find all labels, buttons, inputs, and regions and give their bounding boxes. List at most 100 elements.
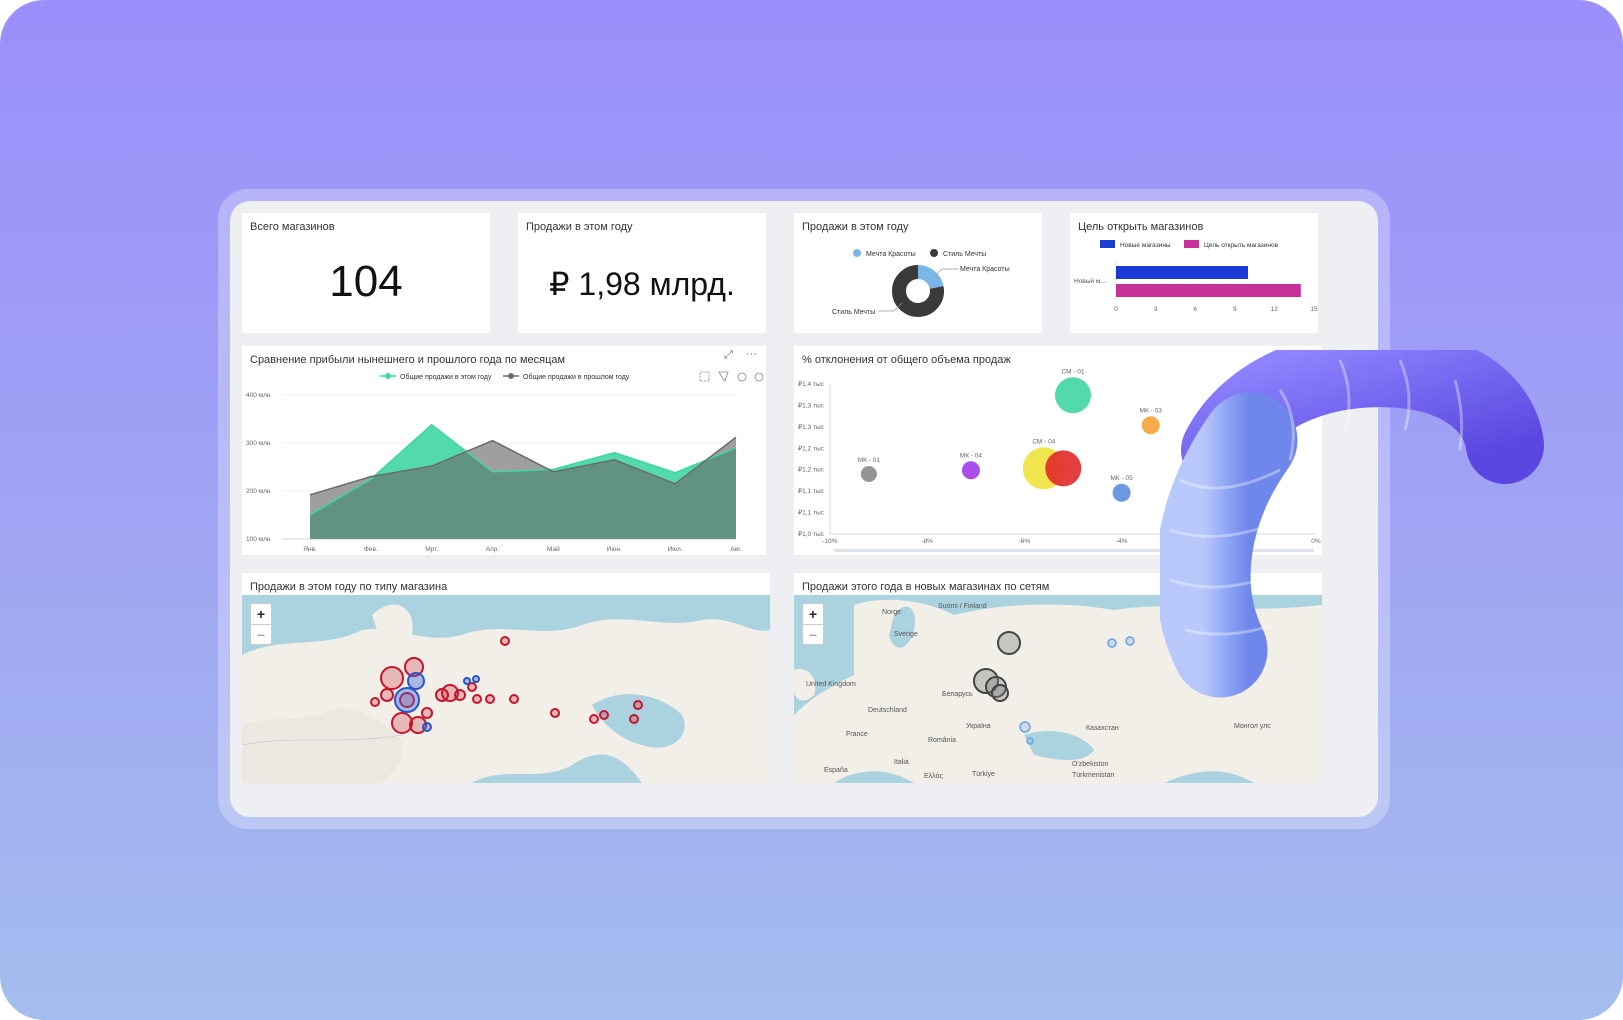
y-tick-label: ₽1,4 тыс — [798, 380, 825, 388]
place-label: France — [846, 731, 868, 738]
legend-label-1[interactable]: Новые магазины — [1120, 242, 1171, 249]
y-tick-label: ₽1,2 тыс — [798, 466, 825, 474]
place-label: Монгол улс — [1234, 723, 1271, 730]
map2-zoom-in-button[interactable]: + — [808, 606, 818, 622]
more-icon[interactable]: ··· — [746, 348, 757, 360]
goal-bar-1[interactable] — [1116, 266, 1248, 279]
place-label: Italia — [894, 759, 909, 766]
bubble-label: МК - 05 — [1110, 475, 1133, 482]
zoom-in-icon[interactable] — [737, 372, 747, 382]
bubble-point[interactable] — [961, 461, 980, 480]
expand-icon[interactable]: ⤢ — [724, 349, 733, 361]
y-tick-label: ₽1,1 тыс — [798, 487, 825, 495]
map2-markers — [973, 631, 1135, 745]
donut-slice-2[interactable] — [892, 265, 944, 317]
area-series — [309, 423, 737, 539]
slice-label-left: Стиль Мечты — [832, 309, 875, 316]
goal-bar-2[interactable] — [1116, 284, 1301, 297]
map1-zoom-out-button[interactable]: − — [251, 624, 271, 645]
y-axis-ticks: 400 млн 300 млн 200 млн 100 млн — [246, 392, 271, 543]
legend-label-2[interactable]: Общие продажи в прошлом году — [523, 373, 630, 381]
line-series-2[interactable] — [309, 436, 737, 496]
x-tick-label: 3 — [1154, 306, 1158, 313]
y-tick-label: ₽1,3 тыс — [798, 401, 825, 409]
kpi-title: Продажи в этом году — [526, 221, 633, 233]
kpi-total-stores: Всего магазинов 104 — [242, 213, 490, 333]
bubble-point[interactable] — [1112, 483, 1131, 502]
box-zoom-icon[interactable] — [699, 371, 710, 382]
x-tick-label: Фев. — [364, 546, 378, 553]
horizontal-scrollbar[interactable] — [834, 549, 1314, 552]
y-tick-label: ₽1,0 тыс — [798, 530, 825, 538]
bubble-points: СМ - 01 МК - 03 МК - 04 СМ - 04 МК - 01 МК - … — [858, 368, 1162, 502]
reset-icon[interactable] — [754, 372, 764, 382]
donut-card: Продажи в этом году Мечта Красоты Стиль … — [794, 213, 1042, 333]
place-label: Deutschland — [868, 707, 907, 714]
slice-label-right: Мечта Красоты — [960, 266, 1010, 273]
bubble-point[interactable] — [1045, 450, 1082, 487]
x-tick-label: Апр. — [486, 546, 499, 553]
line-series-1[interactable] — [309, 423, 737, 516]
map1-title: Продажи в этом году по типу магазина — [250, 581, 448, 593]
map1-zoom-control: + − — [250, 603, 272, 645]
legend-label-1[interactable]: Общие продажи в этом году — [400, 373, 492, 381]
y-tick-label: 400 млн — [246, 392, 271, 399]
x-tick-label: Мрт. — [425, 546, 438, 553]
place-label: Türkmenistan — [1072, 772, 1115, 779]
goal-ticks: 0 3 6 9 12 15 — [1114, 306, 1318, 313]
legend-swatch-1 — [1100, 240, 1115, 248]
decorative-tube-illustration — [1160, 350, 1544, 698]
goal-bars — [1116, 266, 1301, 297]
legend-dot-1 — [385, 373, 391, 379]
place-label: Беларусь — [942, 691, 973, 698]
donut-slices — [892, 265, 944, 317]
goal-chart: Новые магазины Цель открыть магазинов Но… — [1074, 240, 1318, 313]
goal-card: Цель открыть магазинов Новые магазины Це… — [1070, 213, 1318, 333]
place-label: United Kingdom — [806, 681, 856, 688]
lasso-icon[interactable] — [718, 371, 729, 382]
map2-zoom-out-button[interactable]: − — [803, 624, 823, 645]
x-tick-label: Авг. — [730, 546, 741, 553]
y-tick-label: 100 млн — [246, 536, 271, 543]
bubble-point[interactable] — [1141, 416, 1160, 435]
y-tick-label: 300 млн — [246, 440, 271, 447]
legend-label-1[interactable]: Мечта Красоты — [866, 251, 916, 258]
leader-line-left — [878, 302, 903, 312]
x-tick-label: 0 — [1114, 306, 1118, 313]
category-label: Новый м... — [1074, 277, 1106, 285]
map2-zoom-control: + − — [802, 603, 824, 645]
map1-zoom-in-button[interactable]: + — [256, 606, 266, 622]
area-series-2[interactable] — [310, 437, 736, 539]
y-tick-label: 200 млн — [246, 488, 271, 495]
place-label: Norge — [882, 609, 902, 616]
area-title: Сравнение прибыли нынешнего и прошлого г… — [250, 354, 566, 366]
y-tick-label: ₽1,2 тыс — [798, 444, 825, 452]
y-axis-ticks: ₽1,4 тыс ₽1,3 тыс ₽1,3 тыс ₽1,2 тыс ₽1,2 тыс… — [798, 380, 825, 538]
legend-dot-1 — [853, 249, 861, 257]
place-label: España — [824, 767, 848, 774]
donut-chart: Мечта Красоты Стиль Мечты Мечта Красоты … — [832, 249, 1010, 317]
donut-slice-1[interactable] — [917, 265, 944, 290]
map1-geo — [242, 595, 770, 783]
bubble-point[interactable] — [1055, 377, 1091, 414]
legend-label-2[interactable]: Цель открыть магазинов — [1204, 242, 1279, 249]
x-tick-label: -4% — [1116, 538, 1128, 545]
map1-canvas[interactable]: + − — [242, 595, 770, 783]
place-label: România — [928, 737, 957, 744]
place-label: O'zbekiston — [1072, 761, 1109, 768]
kpi-value: 104 — [329, 257, 403, 306]
bubble-label: МК - 03 — [1140, 407, 1163, 414]
kpi-value: ₽ 1,98 млрд. — [549, 266, 735, 302]
y-tick-label: ₽1,1 тыс — [798, 509, 825, 517]
x-tick-label: Июл. — [668, 546, 683, 553]
x-tick-label: -6% — [1019, 538, 1031, 545]
bubble-point[interactable] — [860, 466, 877, 482]
x-tick-label: Июн. — [607, 546, 622, 553]
x-tick-label: -8% — [921, 538, 933, 545]
leader-line-right — [933, 268, 959, 278]
legend-label-2[interactable]: Стиль Мечты — [943, 251, 986, 258]
legend-dot-2 — [930, 249, 938, 257]
x-tick-label: 9 — [1233, 306, 1237, 313]
x-tick-label: 0% — [1311, 538, 1321, 545]
